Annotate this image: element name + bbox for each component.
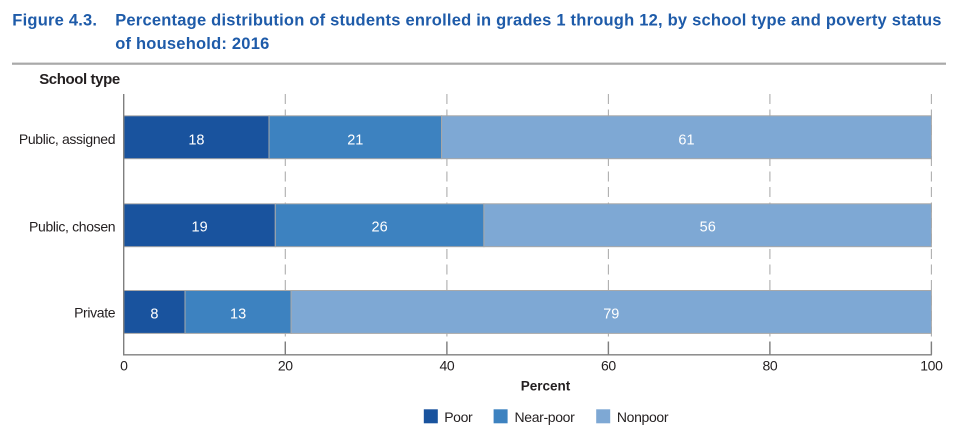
svg-text:40: 40 [439,358,454,374]
svg-text:19: 19 [192,220,208,236]
svg-text:Percent: Percent [521,378,571,393]
svg-text:21: 21 [347,132,363,148]
svg-text:Near-poor: Near-poor [515,409,576,425]
svg-text:Figure 4.3.: Figure 4.3. [12,11,97,29]
svg-text:Percentage distribution of stu: Percentage distribution of students enro… [115,11,942,29]
svg-text:0: 0 [120,358,128,374]
svg-text:80: 80 [762,358,777,374]
svg-text:26: 26 [372,220,388,236]
svg-text:79: 79 [603,306,619,322]
svg-text:20: 20 [278,358,293,374]
svg-text:School type: School type [39,71,120,88]
svg-text:Private: Private [74,305,116,321]
svg-text:60: 60 [601,358,616,374]
svg-text:Public, chosen: Public, chosen [29,219,115,235]
svg-text:18: 18 [188,132,204,148]
svg-text:Nonpoor: Nonpoor [617,409,669,425]
svg-text:8: 8 [150,306,158,322]
svg-text:56: 56 [700,220,716,236]
svg-text:13: 13 [230,306,246,322]
svg-text:Public, assigned: Public, assigned [19,131,115,147]
svg-text:100: 100 [920,358,943,374]
svg-text:of household: 2016: of household: 2016 [115,35,269,53]
svg-text:61: 61 [678,132,694,148]
svg-text:Poor: Poor [444,409,473,425]
